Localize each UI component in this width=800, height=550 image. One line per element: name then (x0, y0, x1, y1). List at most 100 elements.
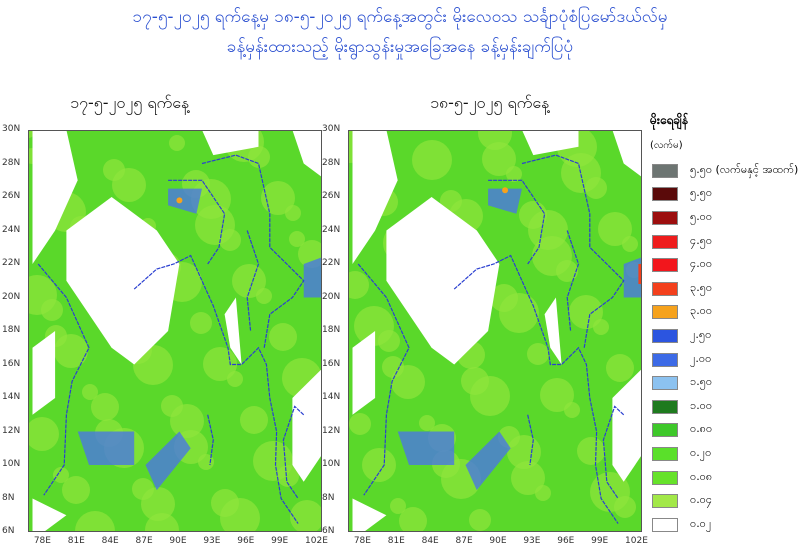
lat-tick-label: 16N (2, 358, 21, 369)
boundary-line (246, 230, 260, 332)
legend-label: ၃.၀၀ (690, 304, 713, 318)
lon-tick-label: 84E (101, 536, 119, 546)
legend-item: ၂.၀၀ (650, 348, 800, 372)
boundary-line (282, 405, 305, 499)
lat-tick-label: 20N (2, 291, 21, 302)
legend-item: ၅.၅၀ (လက်မနှင့် အထက်) (650, 159, 800, 183)
legend-swatch (652, 352, 678, 367)
boundary-line (168, 179, 226, 265)
lat-tick-label: 8N (322, 492, 335, 503)
lat-tick-label: 24N (322, 224, 341, 235)
legend-item: ၃.၅၀ (650, 277, 800, 301)
lat-tick-label: 6N (2, 526, 15, 536)
legend-label: ၀.၀၈ (690, 469, 713, 483)
legend-item: ၀.၀၈ (650, 466, 800, 490)
very-heavy-rain-spot (176, 197, 183, 204)
lat-tick-label: 10N (322, 459, 341, 469)
lat-tick-label: 18N (322, 325, 341, 335)
light-rain-patch (390, 498, 406, 514)
legend-label: ၀.၀၂ (690, 516, 712, 530)
light-rain-patch (469, 509, 491, 531)
light-rain-patch (527, 343, 549, 365)
legend-label: ၁.၅၀ (690, 375, 713, 389)
lat-tick-label: 8N (2, 492, 15, 503)
lat-tick-label: 26N (2, 191, 21, 201)
light-rain-patch (190, 312, 212, 334)
light-rain-patch (419, 415, 435, 431)
lon-tick-label: 99E (591, 536, 609, 546)
dry-area (544, 297, 562, 365)
legend-label: ၃.၅၀ (690, 280, 713, 294)
legend-item: ၃.၀၀ (650, 301, 800, 325)
heavy-rain-area (77, 431, 135, 465)
legend-swatch (652, 423, 678, 438)
light-rain-patch (82, 384, 98, 400)
very-heavy-rain-spot (502, 187, 509, 194)
light-rain-patch (362, 448, 396, 482)
heavy-rain-area (168, 188, 202, 214)
lat-tick-label: 14N (322, 392, 341, 402)
legend-item: ၄.၀၀ (650, 253, 800, 277)
dry-area (32, 498, 67, 532)
lat-tick-label: 12N (322, 425, 341, 436)
lat-tick-label: 30N (2, 124, 21, 134)
legend-label: ၀.၂၀ (690, 445, 712, 459)
map-frame (28, 130, 322, 532)
dry-area (352, 498, 387, 532)
light-rain-patch (532, 236, 572, 276)
lon-tick-label: 87E (455, 536, 473, 546)
boundary-line (37, 263, 90, 496)
light-rain-patch (269, 323, 297, 351)
dry-area (32, 130, 78, 264)
light-rain-patch (598, 212, 632, 246)
dry-area (522, 130, 579, 156)
light-rain-patch (289, 231, 305, 247)
dry-area (292, 130, 327, 181)
light-rain-patch (132, 478, 154, 500)
legend-item: ၅.၅၀ (650, 183, 800, 207)
lon-tick-label: 93E (523, 536, 541, 546)
light-rain-patch (461, 367, 489, 395)
heavy-rain-area (303, 255, 327, 298)
dry-area (612, 130, 647, 181)
legend-unit: (လက်မ) (650, 140, 683, 151)
heavy-rain-area (488, 188, 522, 214)
lat-tick-label: 14N (2, 392, 21, 402)
light-rain-patch (606, 354, 634, 382)
lat-tick-label: 26N (322, 191, 341, 201)
light-rain-patch (103, 159, 125, 181)
boundary-line (357, 263, 410, 496)
legend-item: ၁.၀၀ (650, 395, 800, 419)
lat-tick-label: 28N (322, 157, 341, 168)
legend-label: ၀.၀၄ (690, 493, 713, 507)
light-rain-patch (91, 393, 119, 421)
heavy-rain-area (465, 431, 511, 491)
legend-item: ၀.၂၀ (650, 442, 800, 466)
heavy-rain-area (397, 431, 455, 465)
boundary-line (133, 254, 299, 524)
legend-label: ၁.၀၀ (690, 398, 713, 412)
dry-area (352, 130, 398, 264)
lon-tick-label: 87E (135, 536, 153, 546)
legend-swatch (652, 328, 678, 343)
lat-tick-label: 6N (322, 526, 335, 536)
main-title-line1: ၁၇-၅-၂၀၂၅ ရက်နေ့မှ ၁၈-၅-၂၀၂၅ ရက်နေ့အတွင်… (132, 7, 668, 27)
light-rain-patch (482, 142, 516, 176)
light-rain-patch (195, 205, 235, 245)
lat-tick-label: 24N (2, 224, 21, 235)
lat-tick-label: 22N (322, 258, 341, 268)
legend-label: ၄.၅၀ (690, 233, 713, 247)
lat-tick-label: 30N (322, 124, 341, 134)
light-rain-patch (253, 441, 293, 481)
light-rain-patch (412, 140, 452, 180)
legend-label: ၂.၅၀ (690, 327, 712, 341)
legend-swatch (652, 446, 678, 461)
light-rain-patch (511, 461, 545, 495)
dry-area (292, 364, 327, 482)
light-rain-patch (577, 437, 605, 465)
panel-title-left: ၁၇-၅-၂၀၂၅ ရက်နေ့ (70, 93, 190, 112)
legend-swatch (652, 234, 678, 249)
legend-swatch (652, 305, 678, 320)
lat-tick-label: 16N (322, 358, 341, 369)
lon-tick-label: 81E (387, 536, 405, 546)
